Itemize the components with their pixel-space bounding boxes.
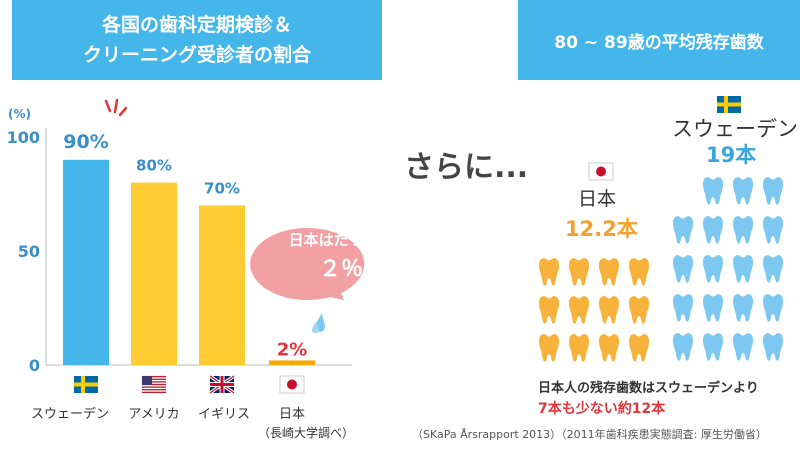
tooth-icon	[703, 216, 723, 244]
tooth-icon	[703, 177, 723, 205]
tooth-icon	[703, 255, 723, 283]
tooth-icon	[539, 334, 559, 362]
sweat-drop-icon	[312, 322, 319, 334]
japan-teeth-count: 12.2本	[565, 217, 638, 241]
bar-value-label: 2%	[277, 339, 308, 360]
tooth-icon	[733, 255, 753, 283]
tooth-icon	[599, 258, 619, 286]
y-tick-label: 50	[18, 242, 40, 261]
tooth-icon	[673, 216, 693, 244]
header-left-line1: 各国の歯科定期検診＆	[101, 14, 292, 36]
y-tick-label: 0	[29, 356, 40, 375]
tooth-icon	[763, 255, 783, 283]
tooth-icon	[733, 177, 753, 205]
tooth-icon	[569, 296, 589, 324]
sweden-flag-icon	[74, 376, 98, 393]
tooth-icon	[569, 258, 589, 286]
callout-line1: 日本はたったの	[288, 231, 394, 249]
tooth-icon	[703, 333, 723, 361]
japan-flag-icon	[279, 375, 305, 394]
tooth-icon	[569, 334, 589, 362]
japan-label: 日本	[578, 188, 617, 210]
bar	[131, 182, 177, 365]
bar-value-label: 70%	[204, 179, 240, 197]
category-label-usa: アメリカ	[128, 407, 180, 422]
sweden-label: スウェーデン	[672, 117, 798, 141]
bar	[269, 360, 315, 365]
tooth-icon	[703, 294, 723, 322]
category-label-sweden: スウェーデン	[30, 407, 109, 422]
callout-bubble	[250, 227, 365, 300]
source-citation: （SKaPa Årsrapport 2013）（2011年歯科疾患実態調査: 厚…	[412, 428, 767, 441]
tooth-icon	[673, 294, 693, 322]
header-left-line2: クリーニング受診者の割合	[82, 44, 311, 66]
tooth-icon	[539, 296, 559, 324]
tooth-icon	[673, 255, 693, 283]
tooth-icon	[733, 216, 753, 244]
emphasis-marks	[104, 98, 128, 117]
chart-source-note: （長崎大学調べ）	[258, 426, 355, 440]
tooth-icon	[629, 296, 649, 324]
tooth-icon	[629, 334, 649, 362]
tooth-icon	[763, 294, 783, 322]
header-right: 80 ~ 89歳の平均残存歯数	[518, 0, 800, 80]
callout-line2: ２％	[318, 257, 363, 282]
tooth-icon	[599, 334, 619, 362]
sweden-flag-icon	[717, 96, 741, 113]
category-label-japan: 日本	[278, 407, 305, 422]
tooth-icon	[629, 258, 649, 286]
summary-line1: 日本人の残存歯数はスウェーデンより	[538, 381, 759, 396]
category-label-uk: イギリス	[197, 407, 250, 422]
usa-flag-icon	[141, 375, 167, 394]
sarani-text: さらに...	[404, 150, 529, 185]
bar	[63, 159, 109, 365]
japan-flag-icon	[588, 162, 614, 181]
tooth-icon	[673, 333, 693, 361]
tooth-icon	[763, 333, 783, 361]
tooth-icon	[763, 216, 783, 244]
bar-chart: (%) 100 50 0 90% 80% 70% 2%	[7, 98, 365, 395]
summary-line2: 7本も少ない約12本	[538, 401, 666, 417]
bar	[199, 205, 245, 365]
tooth-icon	[733, 294, 753, 322]
tooth-icon	[733, 333, 753, 361]
tooth-icon	[599, 296, 619, 324]
y-tick-label: 100	[7, 128, 40, 147]
header-left: 各国の歯科定期検診＆ クリーニング受診者の割合	[12, 0, 382, 80]
uk-flag-icon	[208, 374, 236, 395]
bar-value-label: 90%	[63, 131, 108, 153]
tooth-icon	[763, 177, 783, 205]
y-unit-label: (%)	[8, 107, 31, 121]
bar-value-label: 80%	[136, 157, 172, 175]
sweden-teeth-count: 19本	[706, 143, 757, 167]
tooth-icon	[539, 258, 559, 286]
